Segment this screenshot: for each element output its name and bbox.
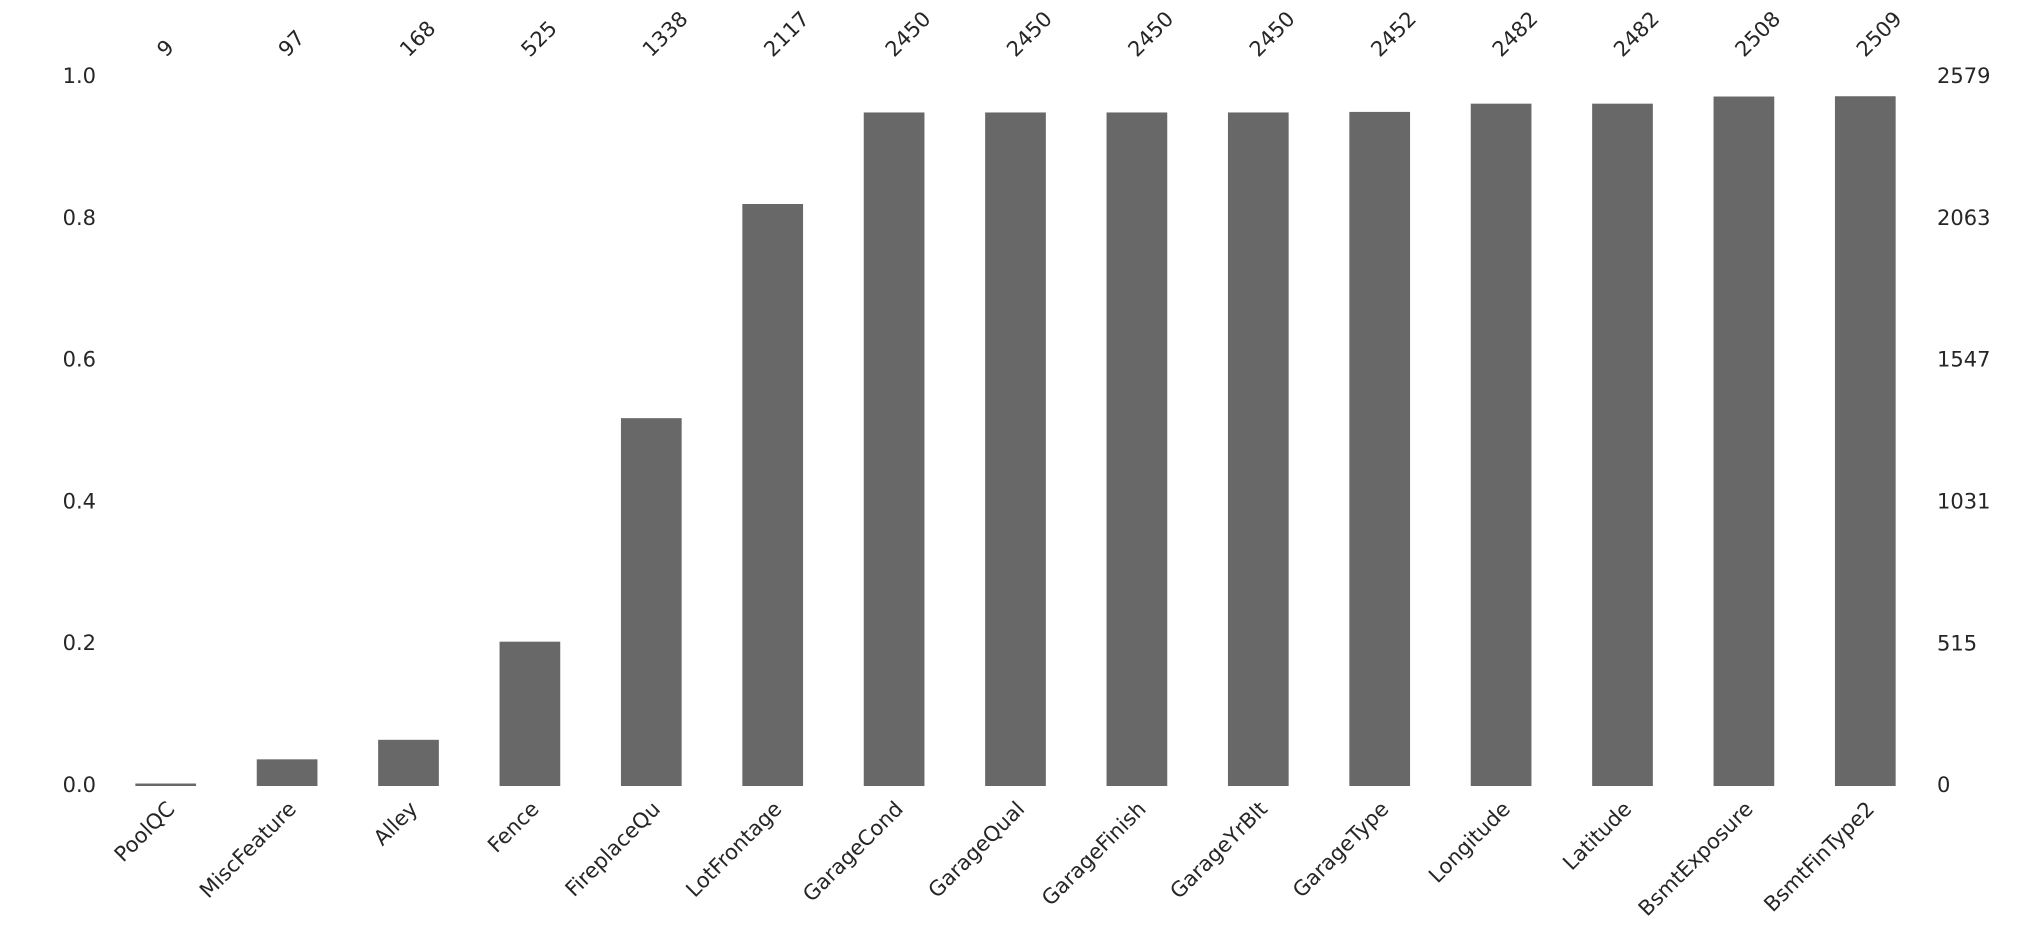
bar xyxy=(1470,103,1532,787)
x-tick-label: PoolQC xyxy=(110,797,180,867)
x-tick-label: BsmtFinType2 xyxy=(1759,797,1879,917)
bar xyxy=(1227,112,1289,786)
x-tick-label: MiscFeature xyxy=(195,797,301,903)
x-tick-label: GarageQual xyxy=(924,797,1030,903)
y2-tick-label: 1031 xyxy=(1937,490,1990,514)
x-tick-label: GarageCond xyxy=(798,797,908,907)
bar xyxy=(742,204,804,786)
value-label: 2509 xyxy=(1852,7,1907,62)
value-label: 2450 xyxy=(1002,7,1057,62)
bar xyxy=(620,418,682,786)
value-label: 2450 xyxy=(1245,7,1300,62)
bar xyxy=(378,739,439,786)
bar xyxy=(256,759,318,786)
value-label: 2482 xyxy=(1609,7,1664,62)
value-label: 1338 xyxy=(638,7,693,62)
x-tick-label: GarageType xyxy=(1288,797,1393,902)
y-tick-label: 0.8 xyxy=(63,206,96,230)
value-label: 525 xyxy=(516,16,561,61)
value-label: 2450 xyxy=(1123,7,1178,62)
y2-tick-label: 515 xyxy=(1937,631,1977,655)
bar xyxy=(863,112,925,786)
value-label: 97 xyxy=(274,26,310,62)
bar xyxy=(499,641,561,786)
x-tick-label: GarageFinish xyxy=(1037,797,1151,911)
x-tick-label: FireplaceQu xyxy=(561,797,666,902)
value-label: 2482 xyxy=(1488,7,1543,62)
bar xyxy=(1834,96,1896,786)
bar xyxy=(985,112,1046,786)
value-label: 2117 xyxy=(759,7,814,62)
x-tick-label: LotFrontage xyxy=(681,797,786,902)
y2-tick-label: 0 xyxy=(1937,773,1950,797)
x-tick-label: BsmtExposure xyxy=(1634,797,1758,921)
y-tick-label: 0.4 xyxy=(63,489,96,513)
y-tick-label: 1.0 xyxy=(63,64,96,88)
value-label: 2508 xyxy=(1730,7,1785,62)
value-label: 9 xyxy=(152,35,178,61)
y-tick-label: 0.2 xyxy=(63,631,96,655)
bar xyxy=(1106,112,1168,786)
y-tick-label: 0.6 xyxy=(63,348,96,372)
y2-tick-label: 2063 xyxy=(1937,206,1990,230)
y2-tick-label: 2579 xyxy=(1937,64,1990,88)
value-label: 2450 xyxy=(881,7,936,62)
y-tick-label: 0.0 xyxy=(63,773,96,797)
bar xyxy=(1349,111,1411,786)
x-tick-label: Latitude xyxy=(1558,797,1636,875)
x-tick-label: GarageYrBlt xyxy=(1165,797,1272,904)
value-label: 2452 xyxy=(1366,7,1421,62)
x-tick-label: Longitude xyxy=(1424,797,1515,888)
y2-tick-label: 1547 xyxy=(1937,348,1990,372)
x-tick-label: Fence xyxy=(483,797,544,858)
bar xyxy=(1713,96,1775,787)
bar xyxy=(135,783,197,786)
x-tick-label: Alley xyxy=(369,797,422,850)
bar xyxy=(1592,103,1653,787)
value-label: 168 xyxy=(395,16,440,61)
